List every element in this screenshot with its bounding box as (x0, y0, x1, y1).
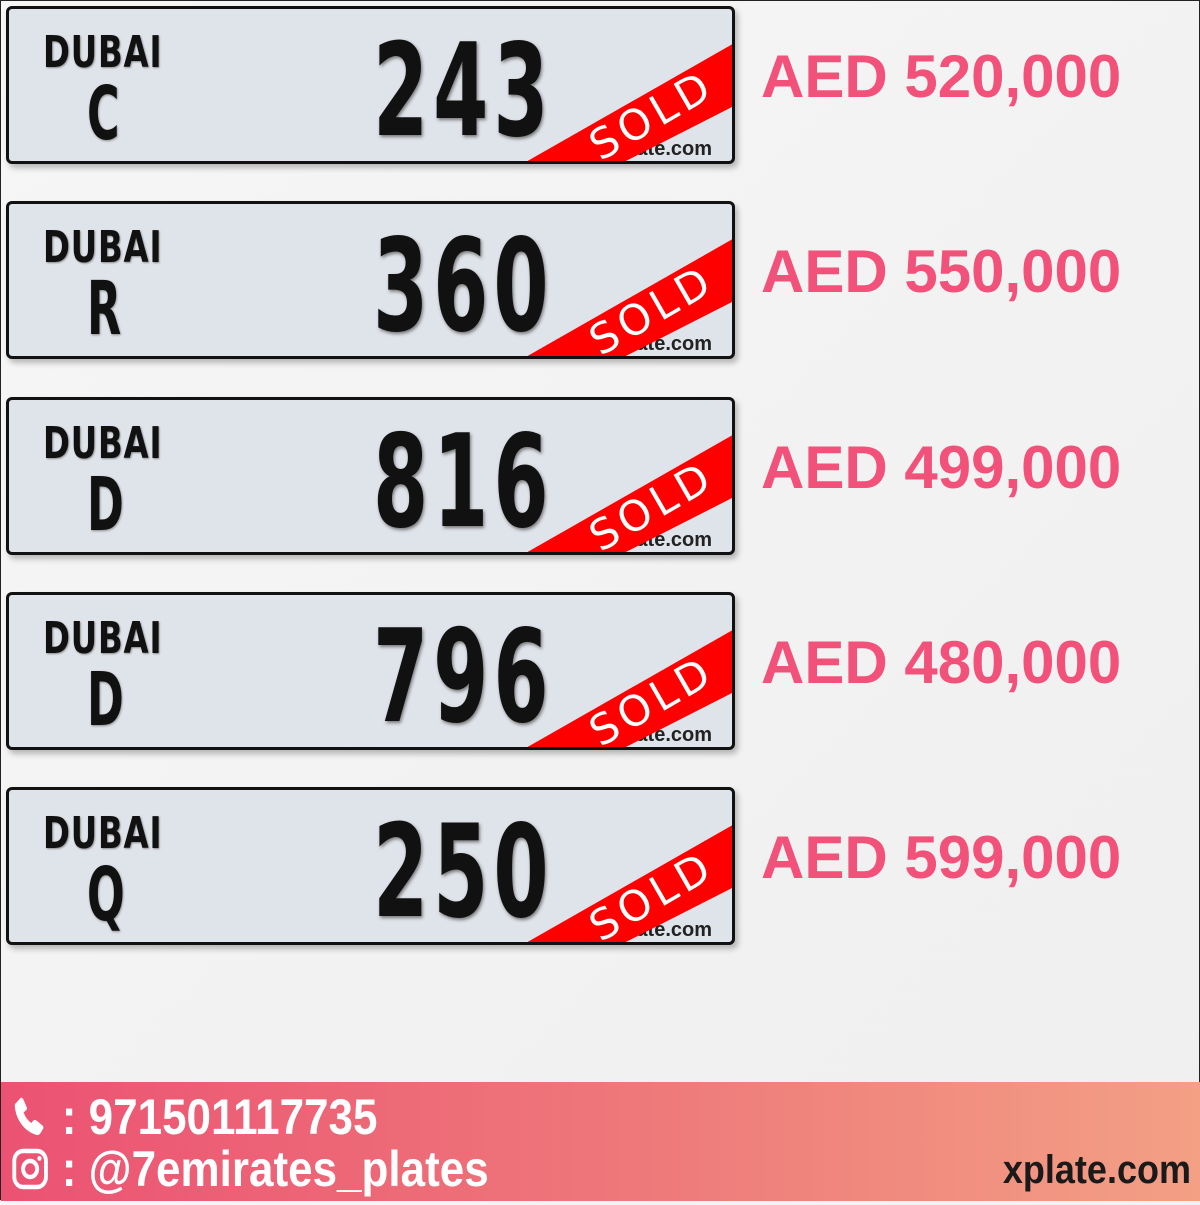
emirate-label: DUBAI (43, 612, 163, 664)
plate-price: AED 550,000 (761, 238, 1122, 306)
number-plate[interactable]: DUBAI D 816 xplate.com SOLD (6, 396, 735, 555)
plate-code: D (87, 461, 124, 548)
plate-price: AED 499,000 (761, 433, 1122, 501)
phone-row: : 971501117735 (9, 1088, 377, 1146)
emirate-label: DUBAI (43, 417, 163, 469)
instagram-row: : @7emirates_plates (9, 1140, 489, 1198)
phone-number[interactable]: : 971501117735 (61, 1089, 378, 1145)
plate-watermark: xplate.com (607, 138, 712, 161)
plate-number: 796 (373, 602, 554, 750)
plate-watermark: xplate.com (607, 528, 712, 552)
plate-code: Q (87, 852, 125, 939)
number-plate[interactable]: DUBAI D 796 xplate.com SOLD (6, 591, 735, 750)
plate-number: 243 (373, 17, 554, 164)
emirate-label: DUBAI (43, 222, 163, 274)
plate-number: 360 (373, 212, 554, 360)
plate-price: AED 480,000 (761, 628, 1122, 696)
plate-number: 250 (373, 798, 554, 946)
emirate-label: DUBAI (43, 808, 163, 860)
site-logo: xplate.com (1002, 1148, 1191, 1192)
instagram-handle[interactable]: : @7emirates_plates (61, 1141, 489, 1197)
plate-code: R (87, 266, 122, 353)
phone-icon (9, 1093, 51, 1141)
emirate-label: DUBAI (43, 27, 163, 78)
number-plate[interactable]: DUBAI Q 250 xplate.com SOLD (6, 787, 735, 946)
plate-code: D (87, 656, 124, 743)
plate-code: C (87, 71, 120, 157)
plate-watermark: xplate.com (607, 333, 712, 357)
plate-price: AED 599,000 (761, 824, 1122, 892)
number-plate[interactable]: DUBAI R 360 xplate.com SOLD (6, 201, 735, 360)
plate-watermark: xplate.com (607, 919, 712, 943)
instagram-icon (9, 1145, 51, 1193)
number-plate[interactable]: DUBAI C 243 xplate.com SOLD (6, 6, 735, 164)
plate-watermark: xplate.com (607, 723, 712, 747)
plate-price: AED 520,000 (761, 43, 1122, 110)
plate-number: 816 (373, 407, 554, 555)
contact-footer: : 971501117735 : @7emirates_plates xplat… (1, 1082, 1200, 1201)
